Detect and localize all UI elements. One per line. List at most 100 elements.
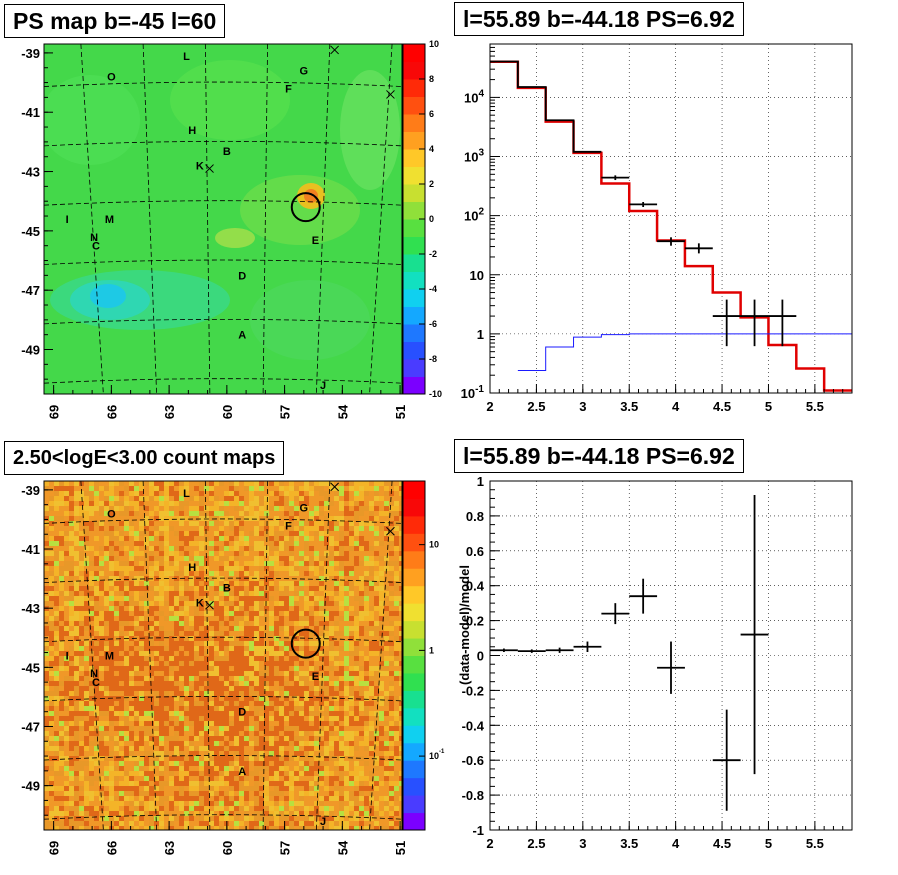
count-pixel — [49, 781, 54, 786]
count-pixel — [84, 771, 89, 776]
count-pixel — [234, 546, 239, 551]
count-pixel — [74, 516, 79, 521]
count-pixel — [254, 486, 259, 491]
count-pixel — [189, 736, 194, 741]
count-pixel — [64, 621, 69, 626]
count-pixel — [134, 661, 139, 666]
count-pixel — [109, 726, 114, 731]
count-pixel — [214, 621, 219, 626]
count-pixel — [304, 621, 309, 626]
count-pixel — [229, 741, 234, 746]
count-pixel — [119, 526, 124, 531]
count-pixel — [69, 631, 74, 636]
count-pixel — [49, 766, 54, 771]
count-pixel — [84, 601, 89, 606]
count-pixel — [294, 641, 299, 646]
count-pixel — [159, 646, 164, 651]
source-label: J — [320, 380, 326, 392]
count-pixel — [254, 711, 259, 716]
count-pixel — [239, 691, 244, 696]
count-pixel — [124, 681, 129, 686]
count-pixel — [249, 811, 254, 816]
count-pixel — [69, 811, 74, 816]
count-pixel — [69, 531, 74, 536]
count-pixel — [354, 791, 359, 796]
count-pixel — [289, 626, 294, 631]
count-pixel — [354, 751, 359, 756]
count-pixel — [119, 531, 124, 536]
count-pixel — [344, 726, 349, 731]
count-pixel — [359, 511, 364, 516]
count-pixel — [224, 651, 229, 656]
count-pixel — [349, 516, 354, 521]
count-pixel — [109, 516, 114, 521]
count-pixel — [339, 791, 344, 796]
count-pixel — [84, 806, 89, 811]
count-pixel — [164, 716, 169, 721]
count-pixel — [54, 776, 59, 781]
count-pixel — [239, 521, 244, 526]
count-pixel — [194, 676, 199, 681]
count-pixel — [364, 611, 369, 616]
count-pixel — [144, 586, 149, 591]
count-pixel — [94, 716, 99, 721]
count-pixel — [299, 616, 304, 621]
count-pixel — [324, 481, 329, 486]
count-pixel — [214, 581, 219, 586]
count-pixel — [359, 501, 364, 506]
count-pixel — [299, 811, 304, 816]
count-pixel — [334, 711, 339, 716]
count-pixel — [289, 676, 294, 681]
count-pixel — [229, 806, 234, 811]
count-pixel — [249, 696, 254, 701]
count-pixel — [164, 591, 169, 596]
count-pixel — [264, 786, 269, 791]
count-pixel — [399, 771, 402, 776]
count-pixel — [384, 756, 389, 761]
count-pixel — [309, 686, 314, 691]
count-pixel — [84, 651, 89, 656]
count-pixel — [264, 636, 269, 641]
count-pixel — [219, 651, 224, 656]
count-pixel — [204, 531, 209, 536]
count-pixel — [339, 776, 344, 781]
count-pixel — [274, 651, 279, 656]
count-pixel — [179, 746, 184, 751]
count-pixel — [234, 801, 239, 806]
count-pixel — [169, 501, 174, 506]
count-pixel — [259, 676, 264, 681]
count-pixel — [149, 661, 154, 666]
count-pixel — [164, 551, 169, 556]
count-pixel — [259, 566, 264, 571]
count-pixel — [169, 746, 174, 751]
count-pixel — [64, 676, 69, 681]
count-pixel — [139, 721, 144, 726]
count-pixel — [234, 561, 239, 566]
count-pixel — [134, 771, 139, 776]
count-pixel — [269, 586, 274, 591]
count-pixel — [369, 641, 374, 646]
count-pixel — [189, 601, 194, 606]
count-pixel — [194, 796, 199, 801]
count-pixel — [339, 641, 344, 646]
count-pixel — [84, 551, 89, 556]
count-pixel — [334, 631, 339, 636]
count-pixel — [139, 686, 144, 691]
count-pixel — [209, 666, 214, 671]
count-pixel — [64, 546, 69, 551]
count-pixel — [264, 661, 269, 666]
count-pixel — [254, 801, 259, 806]
count-pixel — [319, 566, 324, 571]
count-pixel — [364, 651, 369, 656]
count-pixel — [199, 506, 204, 511]
count-pixel — [264, 566, 269, 571]
count-pixel — [229, 676, 234, 681]
count-pixel — [229, 606, 234, 611]
count-pixel — [114, 651, 119, 656]
count-pixel — [164, 541, 169, 546]
colorbar-cell — [403, 96, 425, 115]
count-pixel — [254, 666, 259, 671]
count-pixel — [329, 766, 334, 771]
count-pixel — [64, 731, 69, 736]
count-pixel — [234, 791, 239, 796]
